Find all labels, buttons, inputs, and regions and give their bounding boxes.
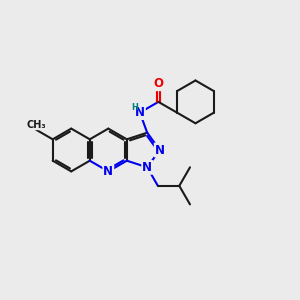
Text: N: N xyxy=(142,161,152,174)
Text: H: H xyxy=(131,103,138,112)
Text: CH₃: CH₃ xyxy=(26,120,46,130)
Text: O: O xyxy=(153,77,164,90)
Text: N: N xyxy=(155,143,165,157)
Text: N: N xyxy=(135,106,145,119)
Text: N: N xyxy=(103,165,113,178)
